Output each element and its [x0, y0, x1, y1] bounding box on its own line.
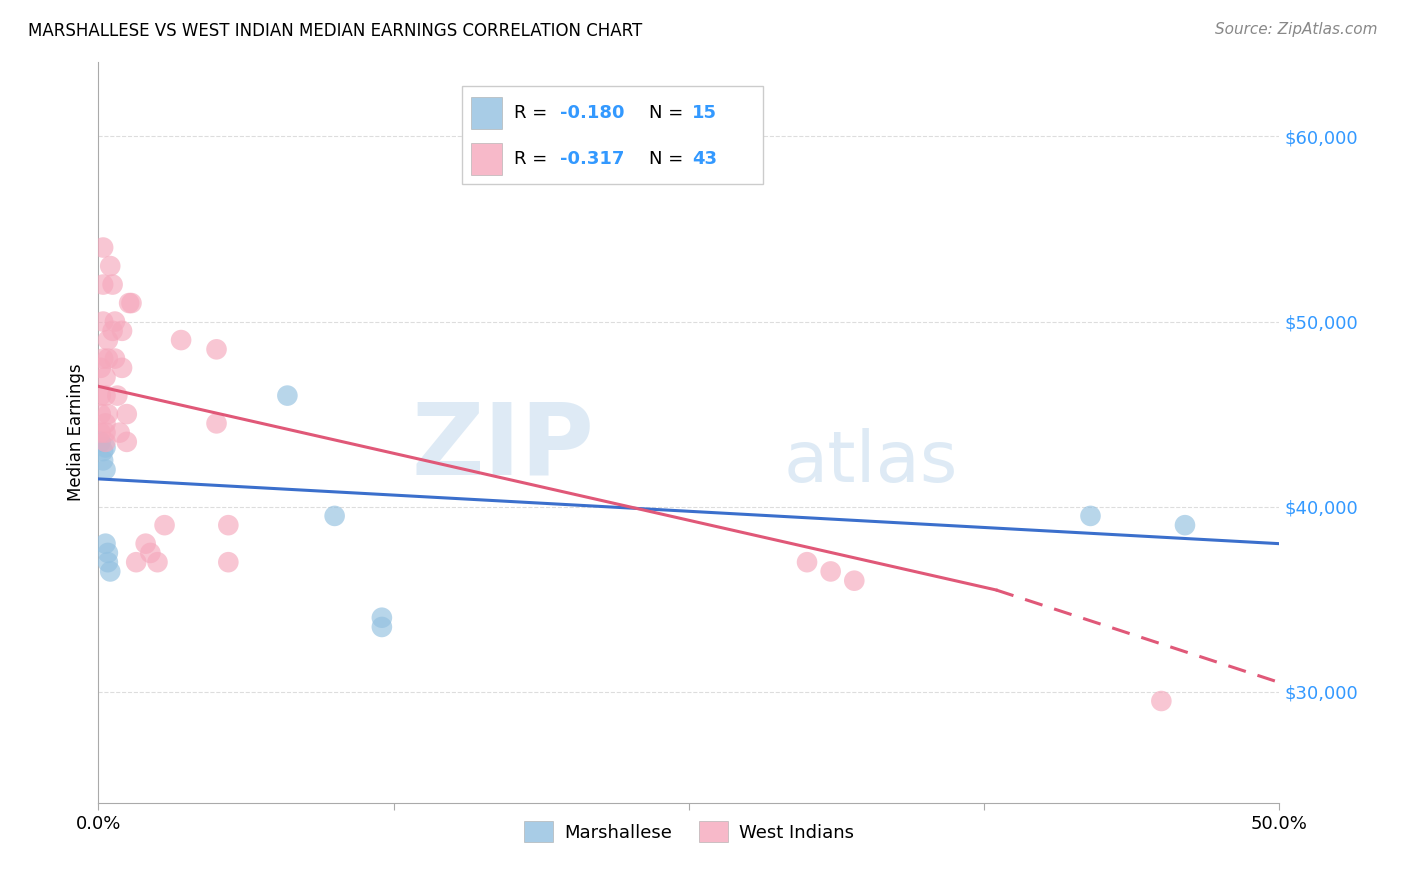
Point [94, 370, 117, 384]
Point [121, 296, 143, 310]
Text: Source: ZipAtlas.com: Source: ZipAtlas.com [1215, 22, 1378, 37]
Point [205, 343, 228, 357]
Point [94, 434, 117, 449]
Point [97, 555, 120, 569]
Point [1150, 694, 1173, 708]
Point [97, 351, 120, 366]
Point [115, 434, 138, 449]
Point [1174, 518, 1197, 533]
Point [90, 425, 112, 440]
Point [90, 434, 112, 449]
Point [139, 546, 162, 560]
Point [91, 444, 114, 458]
Point [217, 555, 239, 569]
Point [94, 425, 117, 440]
Point [844, 574, 866, 588]
Point [115, 407, 138, 421]
Point [104, 314, 127, 328]
Point [796, 555, 818, 569]
Point [118, 296, 141, 310]
Point [101, 277, 124, 292]
Point [94, 388, 117, 402]
Point [125, 555, 148, 569]
Point [91, 240, 114, 254]
Point [94, 462, 117, 476]
Point [111, 324, 134, 338]
Point [97, 546, 120, 560]
Text: MARSHALLESE VS WEST INDIAN MEDIAN EARNINGS CORRELATION CHART: MARSHALLESE VS WEST INDIAN MEDIAN EARNIN… [28, 22, 643, 40]
Point [1080, 508, 1102, 523]
Point [98, 565, 121, 579]
Point [104, 351, 127, 366]
Point [94, 536, 117, 550]
Point [98, 259, 121, 273]
Point [111, 360, 134, 375]
Point [820, 565, 842, 579]
Point [91, 277, 114, 292]
Point [90, 360, 112, 375]
Y-axis label: Median Earnings: Median Earnings [67, 364, 86, 501]
Point [146, 555, 169, 569]
Point [97, 407, 120, 421]
Point [94, 417, 117, 431]
Point [135, 536, 157, 550]
Point [91, 314, 114, 328]
Point [205, 417, 228, 431]
Point [105, 388, 128, 402]
Point [276, 388, 298, 402]
Point [91, 453, 114, 467]
Text: ZIP: ZIP [412, 399, 595, 496]
Point [91, 351, 114, 366]
Point [90, 407, 112, 421]
Point [170, 333, 193, 347]
Point [90, 388, 112, 402]
Point [97, 333, 120, 347]
Point [101, 324, 124, 338]
Point [94, 441, 117, 455]
Point [371, 610, 394, 624]
Point [371, 620, 394, 634]
Point [323, 508, 346, 523]
Point [217, 518, 239, 533]
Legend: Marshallese, West Indians: Marshallese, West Indians [517, 814, 860, 849]
Text: atlas: atlas [783, 428, 957, 497]
Point [153, 518, 176, 533]
Point [108, 425, 131, 440]
